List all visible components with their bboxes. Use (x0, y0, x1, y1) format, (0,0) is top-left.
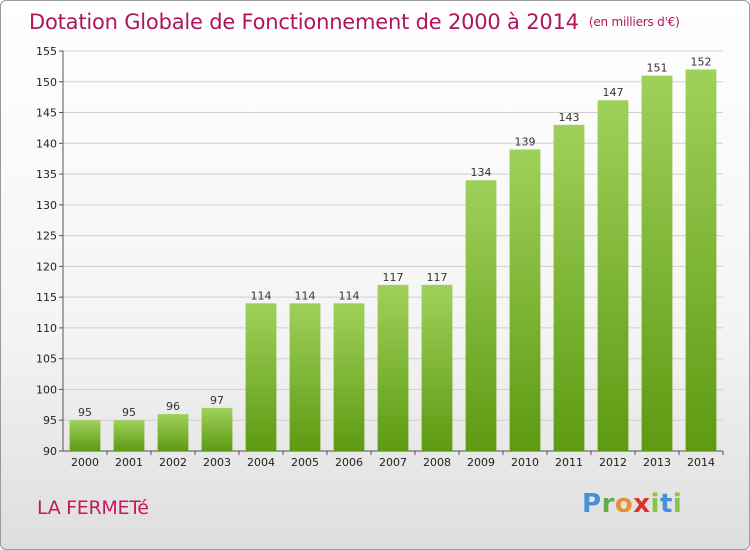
bar (69, 420, 101, 451)
proxiti-logo[interactable]: Proxiti (582, 489, 682, 519)
logo-letter: x (633, 489, 651, 519)
data-label: 151 (647, 62, 668, 75)
bar (509, 149, 541, 451)
x-tick-label: 2000 (71, 456, 99, 469)
y-tick-label: 110 (36, 322, 57, 335)
logo-letter: P (582, 489, 602, 519)
y-tick-label: 105 (36, 353, 57, 366)
y-tick-label: 120 (36, 260, 57, 273)
data-label: 95 (122, 406, 136, 419)
axes: 90 95 100 105 110 115 120 125 130 135 140 145 150 155… (36, 45, 724, 469)
logo-letter: r (601, 489, 615, 519)
data-label: 97 (210, 394, 224, 407)
commune-name: LA FERMETé (37, 497, 149, 519)
data-label: 117 (427, 271, 448, 284)
y-tick-label: 150 (36, 76, 57, 89)
x-tick-label: 2001 (115, 456, 143, 469)
logo-letter: i (650, 489, 660, 519)
x-tick-label: 2006 (335, 456, 363, 469)
bar (333, 303, 365, 451)
bar (201, 407, 233, 451)
y-tick-label: 125 (36, 230, 57, 243)
y-tick-label: 145 (36, 107, 57, 120)
logo-letter: t (659, 489, 673, 519)
bar (685, 69, 717, 451)
y-tick-label: 95 (43, 414, 57, 427)
bar (157, 414, 189, 451)
x-tick-label: 2008 (423, 456, 451, 469)
bar (245, 303, 277, 451)
bar (113, 420, 145, 451)
data-label: 147 (603, 86, 624, 99)
bar (465, 180, 497, 451)
bars (69, 69, 717, 451)
data-label: 117 (383, 271, 404, 284)
y-tick-label: 130 (36, 199, 57, 212)
unit-label: (en milliers d'€) (588, 15, 680, 29)
x-tick-label: 2010 (511, 456, 539, 469)
data-label: 152 (691, 55, 712, 68)
logo-letter: i (672, 489, 683, 519)
logo-letter: o (614, 489, 634, 519)
data-label: 134 (471, 166, 492, 179)
bar (377, 284, 409, 451)
data-label: 95 (78, 406, 92, 419)
y-tick-label: 115 (36, 291, 57, 304)
x-tick-label: 2005 (291, 456, 319, 469)
data-label: 114 (251, 289, 272, 302)
x-tick-label: 2009 (467, 456, 495, 469)
labels: 95 95 96 97 114 114 114 117 117 134 139 143 147 151 15… (78, 55, 712, 419)
data-label: 139 (515, 135, 536, 148)
bar (553, 124, 585, 451)
y-tick-label: 135 (36, 168, 57, 181)
x-tick-label: 2004 (247, 456, 275, 469)
x-tick-label: 2002 (159, 456, 187, 469)
x-tick-label: 2007 (379, 456, 407, 469)
y-tick-label: 155 (36, 45, 57, 58)
bar (421, 284, 453, 451)
data-label: 114 (339, 289, 360, 302)
data-label: 96 (166, 400, 180, 413)
bar (289, 303, 321, 451)
data-label: 114 (295, 289, 316, 302)
bar (641, 75, 673, 451)
title-text: Dotation Globale de Fonctionnement de 20… (29, 10, 579, 34)
x-tick-label: 2012 (599, 456, 627, 469)
x-tick-label: 2011 (555, 456, 583, 469)
data-label: 143 (559, 111, 580, 124)
x-tick-label: 2013 (643, 456, 671, 469)
y-tick-label: 90 (43, 445, 57, 458)
y-tick-label: 100 (36, 383, 57, 396)
x-tick-label: 2003 (203, 456, 231, 469)
x-tick-label: 2014 (687, 456, 715, 469)
chart-title: Dotation Globale de Fonctionnement de 20… (29, 10, 680, 34)
y-tick-label: 140 (36, 137, 57, 150)
bar (597, 100, 629, 451)
